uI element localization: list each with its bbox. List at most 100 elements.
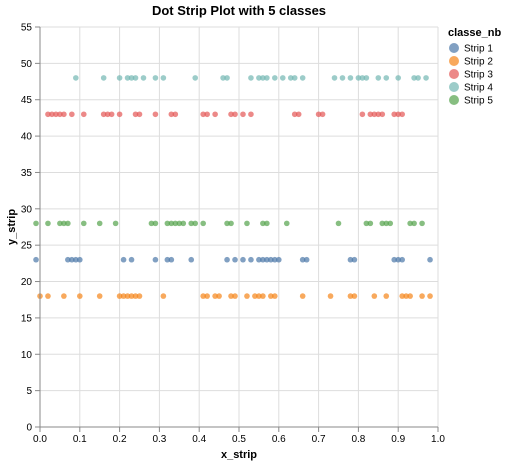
data-point-strip-3	[61, 111, 67, 118]
x-axis-title: x_strip	[221, 449, 257, 461]
y-tick-label: 45	[21, 95, 33, 106]
y-tick-label: 20	[21, 277, 33, 288]
data-point-strip-3	[53, 111, 59, 118]
data-point-strip-5	[96, 220, 103, 227]
data-point-strip-4	[415, 75, 421, 81]
data-point-strip-3	[100, 111, 107, 118]
legend-label: Strip 3	[464, 70, 493, 81]
data-point-strip-1	[33, 256, 39, 263]
data-point-strip-1	[188, 256, 195, 263]
data-point-strip-1	[272, 256, 278, 263]
data-point-strip-5	[264, 220, 270, 227]
data-point-strip-2	[347, 293, 354, 299]
data-point-strip-5	[168, 220, 175, 227]
data-point-strip-2	[232, 293, 238, 299]
data-point-strip-4	[220, 75, 226, 81]
data-point-strip-4	[224, 75, 230, 81]
data-point-strip-3	[104, 111, 111, 118]
data-point-strip-5	[164, 220, 171, 227]
data-point-strip-2	[45, 293, 51, 299]
y-tick-label: 30	[21, 204, 33, 215]
data-point-strip-2	[77, 293, 83, 299]
data-point-strip-2	[403, 293, 409, 299]
data-point-strip-3	[391, 111, 398, 118]
y-tick-label: 5	[26, 386, 32, 397]
data-point-strip-2	[136, 293, 143, 299]
data-point-strip-3	[152, 111, 159, 118]
legend-label: Strip 1	[464, 44, 493, 55]
data-point-strip-2	[371, 293, 378, 299]
data-point-strip-2	[327, 293, 334, 299]
x-tick-label: 0.9	[391, 434, 405, 445]
data-point-strip-3	[168, 111, 175, 118]
x-tick-label: 0.5	[232, 434, 246, 445]
legend-swatch	[449, 82, 459, 92]
data-point-strip-2	[128, 293, 135, 299]
data-point-strip-1	[164, 256, 171, 263]
data-point-strip-3	[240, 111, 246, 118]
data-point-strip-4	[395, 75, 402, 81]
data-point-strip-4	[363, 75, 370, 81]
x-tick-label: 0.2	[113, 434, 127, 445]
data-point-strip-1	[276, 256, 282, 263]
data-point-strip-2	[160, 293, 167, 299]
data-point-strip-2	[383, 293, 390, 299]
data-point-strip-3	[116, 111, 123, 118]
data-point-strip-3	[295, 111, 302, 118]
data-point-strip-3	[57, 111, 63, 118]
data-point-strip-3	[172, 111, 179, 118]
data-point-strip-2	[116, 293, 123, 299]
data-point-strip-1	[248, 256, 254, 263]
data-point-strip-5	[45, 220, 51, 227]
data-point-strip-3	[45, 111, 51, 118]
data-point-strip-5	[33, 220, 39, 227]
data-point-strip-3	[291, 111, 298, 118]
data-point-strip-3	[108, 111, 115, 118]
data-point-strip-4	[160, 75, 167, 81]
data-point-strip-5	[80, 220, 87, 227]
x-tick-label: 0.4	[192, 434, 206, 445]
data-point-strip-3	[49, 111, 55, 118]
data-point-strip-4	[411, 75, 417, 81]
data-point-strip-5	[283, 220, 290, 227]
data-point-strip-5	[387, 220, 394, 227]
data-point-strip-2	[124, 293, 131, 299]
data-point-strip-3	[69, 111, 75, 118]
data-point-strip-3	[319, 111, 326, 118]
y-tick-label: 55	[21, 23, 33, 34]
data-point-strip-4	[73, 75, 79, 81]
data-point-strip-1	[224, 256, 230, 263]
data-point-strip-4	[256, 75, 262, 81]
data-point-strip-4	[140, 75, 147, 81]
data-point-strip-3	[204, 111, 210, 118]
data-point-strip-5	[200, 220, 206, 227]
data-point-strip-2	[120, 293, 127, 299]
legend-swatch	[449, 56, 459, 66]
data-point-strip-4	[339, 75, 346, 81]
data-point-strip-2	[427, 293, 433, 299]
data-point-strip-5	[192, 220, 199, 227]
data-point-strip-1	[120, 256, 127, 263]
data-point-strip-1	[240, 256, 246, 263]
data-point-strip-4	[152, 75, 159, 81]
data-point-strip-4	[287, 75, 294, 81]
data-point-strip-1	[264, 256, 270, 263]
data-point-strip-5	[407, 220, 413, 227]
data-point-strip-5	[228, 220, 234, 227]
data-point-strip-4	[299, 75, 306, 81]
data-point-strip-3	[315, 111, 322, 118]
data-point-strip-4	[423, 75, 429, 81]
data-point-strip-1	[303, 256, 310, 263]
data-point-strip-4	[192, 75, 199, 81]
data-point-strip-1	[427, 256, 433, 263]
data-point-strip-3	[367, 111, 374, 118]
data-point-strip-2	[244, 293, 250, 299]
data-point-strip-4	[272, 75, 278, 81]
data-point-strip-3	[200, 111, 206, 118]
y-tick-label: 15	[21, 313, 33, 324]
data-point-strip-4	[355, 75, 362, 81]
data-point-strip-5	[260, 220, 266, 227]
data-point-strip-5	[172, 220, 179, 227]
data-point-strip-5	[335, 220, 342, 227]
data-point-strip-2	[216, 293, 222, 299]
